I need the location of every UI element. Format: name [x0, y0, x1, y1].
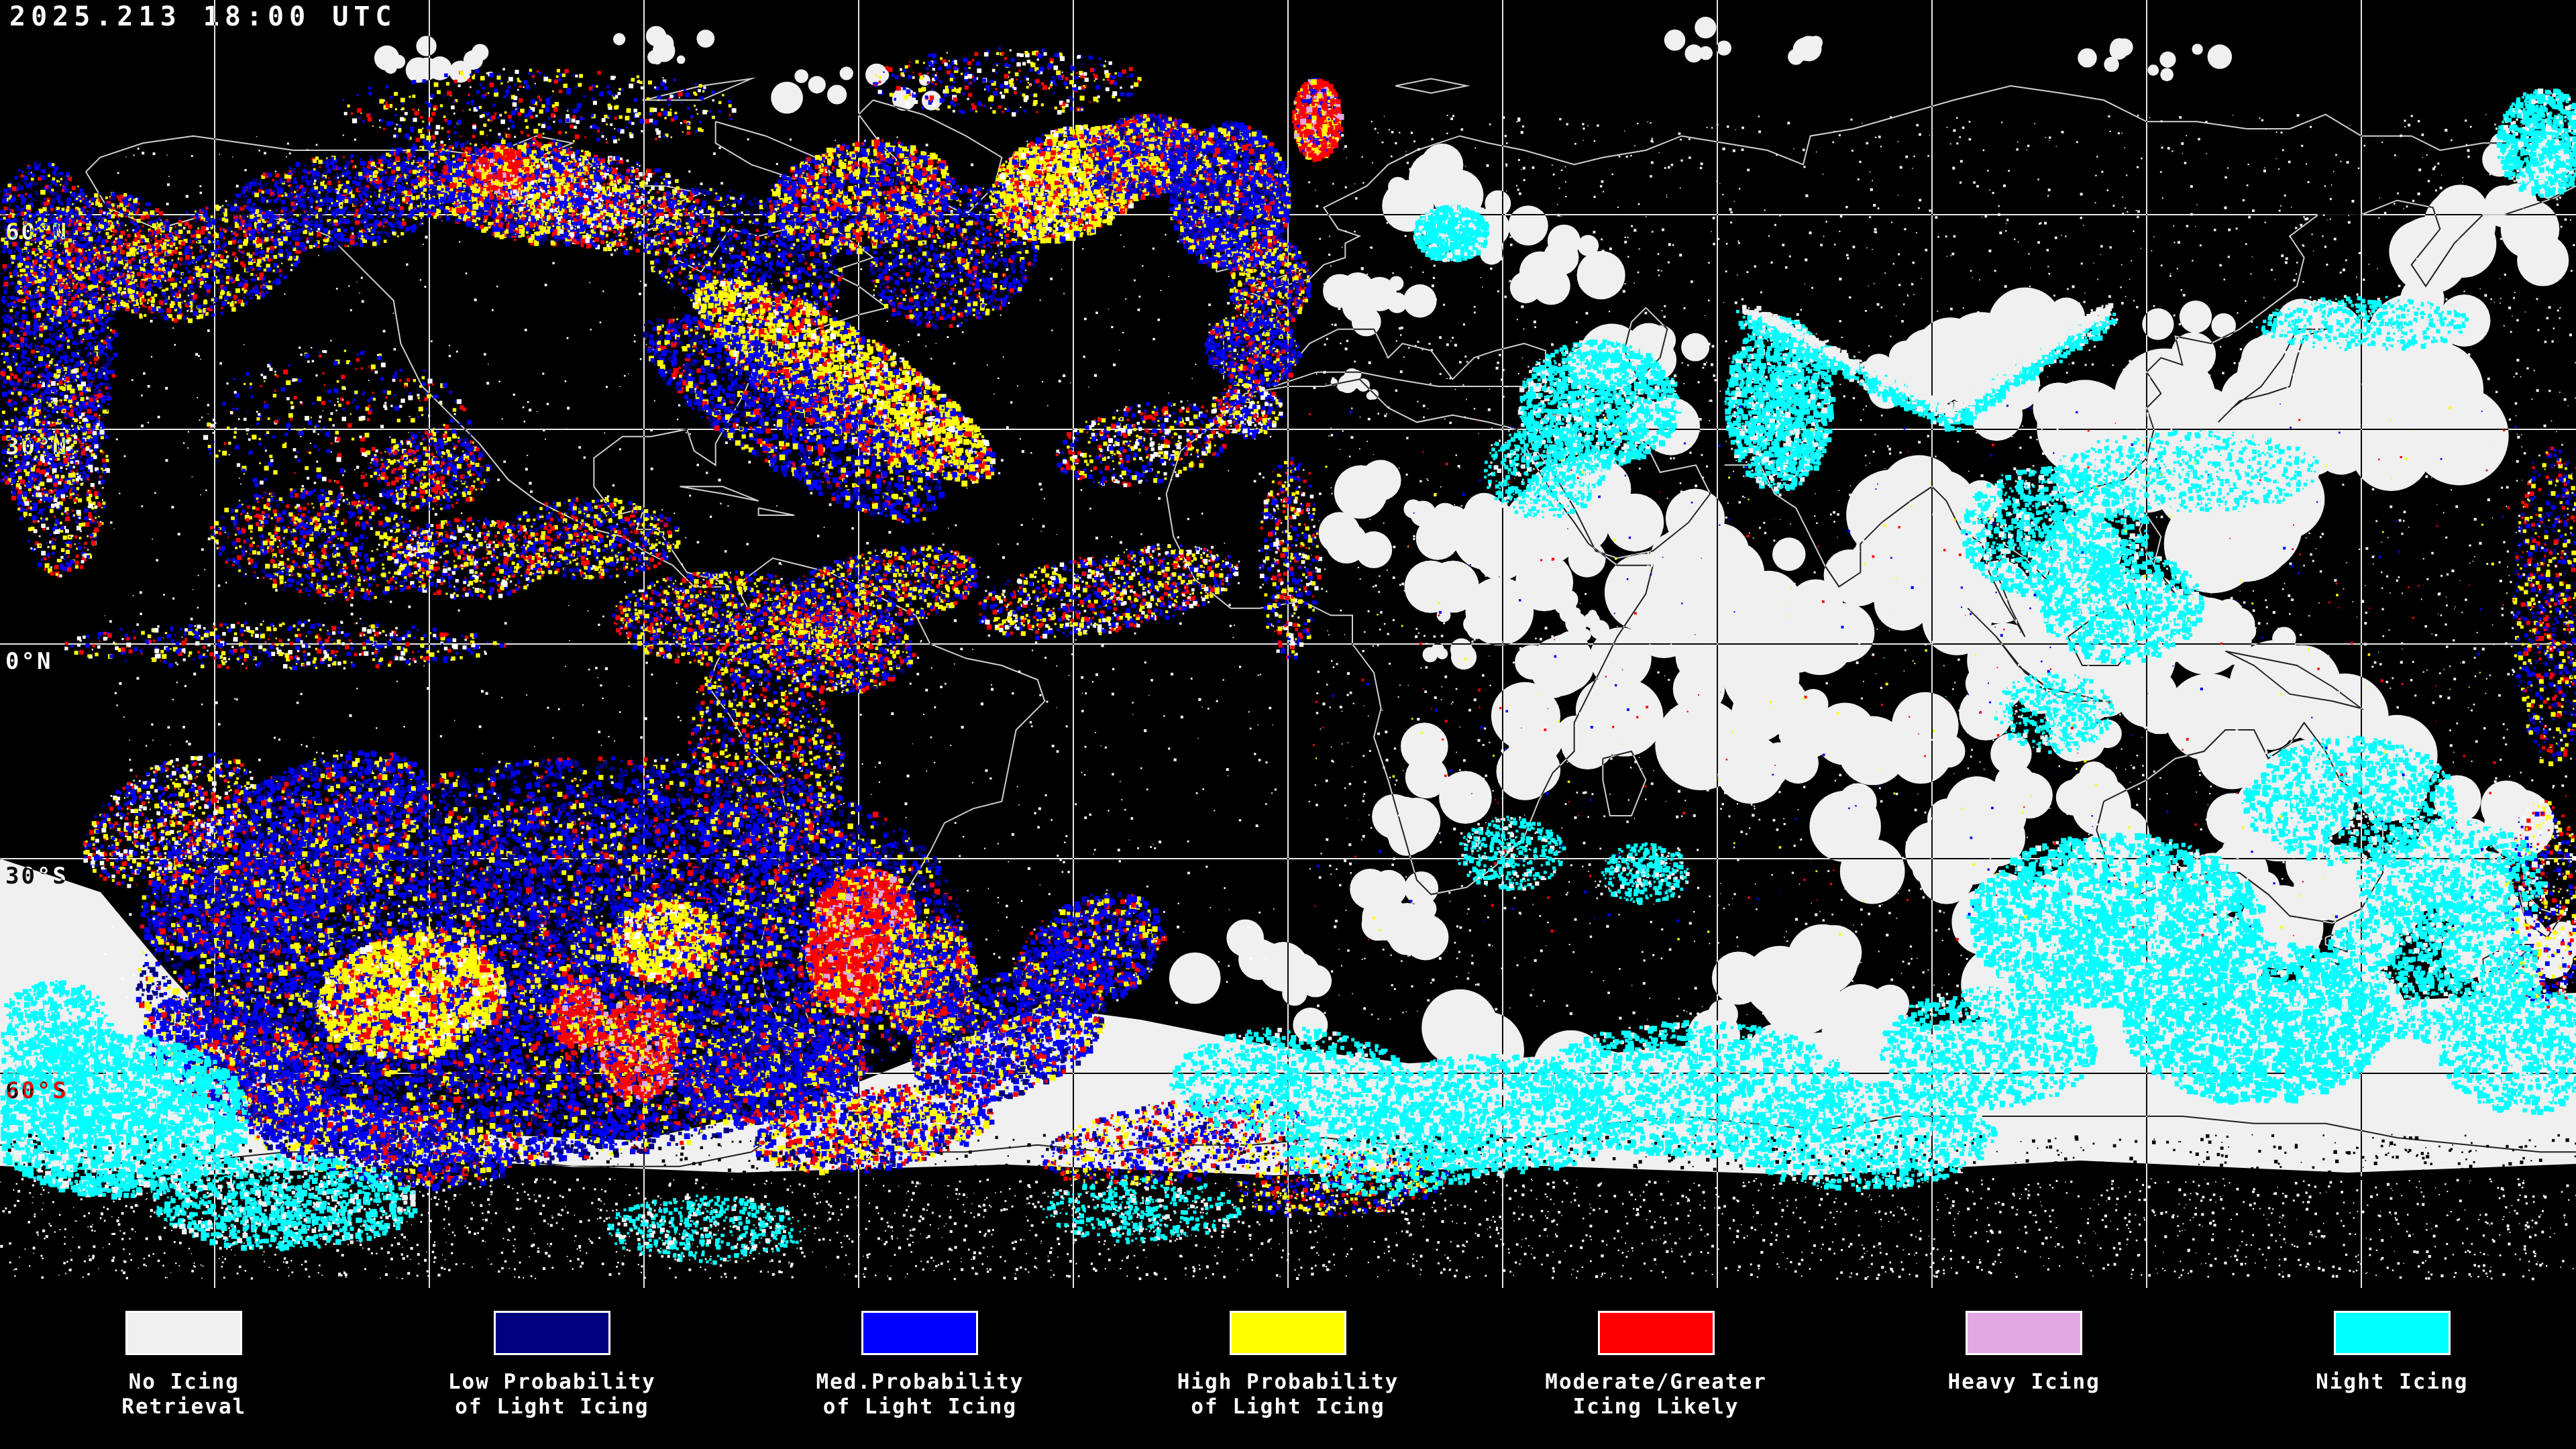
lat-label-30N: 30°N [5, 433, 68, 460]
timestamp-label: 2025.213 18:00 UTC [9, 1, 397, 32]
legend-item-moderate-greater-icing: Moderate/Greater Icing Likely [1472, 1288, 1840, 1449]
legend-swatch-heavy-icing [1966, 1311, 2083, 1355]
legend-swatch-low-prob-light-icing [493, 1311, 610, 1355]
legend-item-heavy-icing: Heavy Icing [1840, 1288, 2208, 1449]
legend-label-med-prob-light-icing: Med.Probability of Light Icing [816, 1370, 1024, 1419]
lat-label-60S: 60°S [5, 1077, 68, 1104]
legend-swatch-high-prob-light-icing [1230, 1311, 1347, 1355]
legend-label-night-icing: Night Icing [2316, 1370, 2469, 1394]
legend-label-no-icing-retrieval: No Icing Retrieval [121, 1370, 247, 1419]
legend-item-night-icing: Night Icing [2208, 1288, 2576, 1449]
legend-label-moderate-greater-icing: Moderate/Greater Icing Likely [1545, 1370, 1767, 1419]
legend-swatch-no-icing-retrieval [125, 1311, 243, 1355]
legend-item-no-icing-retrieval: No Icing Retrieval [0, 1288, 368, 1449]
global-icing-map [0, 0, 2576, 1288]
legend-item-med-prob-light-icing: Med.Probability of Light Icing [736, 1288, 1104, 1449]
lat-label-60N: 60°N [5, 219, 68, 246]
legend-label-high-prob-light-icing: High Probability of Light Icing [1177, 1370, 1399, 1419]
legend-bar: No Icing Retrieval Low Probability of Lig… [0, 1288, 2576, 1449]
lat-label-0N: 0°N [5, 648, 53, 675]
legend-label-heavy-icing: Heavy Icing [1947, 1370, 2100, 1394]
lat-label-30S: 30°S [5, 863, 68, 890]
legend-item-high-prob-light-icing: High Probability of Light Icing [1104, 1288, 1472, 1449]
legend-label-low-prob-light-icing: Low Probability of Light Icing [447, 1370, 656, 1419]
legend-swatch-night-icing [2333, 1311, 2451, 1355]
legend-swatch-moderate-greater-icing [1597, 1311, 1715, 1355]
legend-swatch-med-prob-light-icing [861, 1311, 979, 1355]
legend-item-low-prob-light-icing: Low Probability of Light Icing [368, 1288, 737, 1449]
